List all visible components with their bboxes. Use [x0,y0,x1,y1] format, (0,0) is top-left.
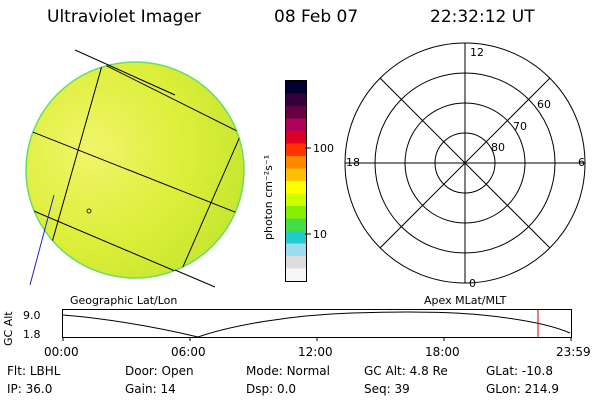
color-scale-bar [285,80,307,282]
colorbar-tick-10: 10 [313,228,327,241]
colorbar-tick-100: 100 [313,142,334,155]
alt-x-tick-1200: 12:00 [298,345,333,359]
geo-caption: Geographic Lat/Lon [70,294,178,307]
mlt-label-12: 12 [470,46,484,59]
info-glon: GLon: 214.9 [486,382,559,396]
info-ip: IP: 36.0 [7,382,53,396]
limb-line [29,194,55,286]
info-seq: Seq: 39 [364,382,410,396]
altitude-plot [62,309,572,341]
alt-x-tick-1800: 18:00 [425,345,460,359]
alt-x-tick-0600: 06:00 [171,345,206,359]
alt-y-label: GC Alt [2,311,15,346]
polar-caption: Apex MLat/MLT [424,294,507,307]
info-filter: Flt: LBHL [7,364,61,378]
colorbar-ticks [305,147,311,235]
colorbar-unit-label: photon cm⁻²s⁻¹ [262,154,275,240]
time-label: 22:32:12 UT [430,7,535,27]
info-dsp: Dsp: 0.0 [246,382,297,396]
instrument-title: Ultraviolet Imager [47,7,201,27]
info-glat: GLat: -10.8 [486,364,553,378]
mlat-label-60: 60 [537,98,551,111]
mlat-label-80: 80 [491,141,505,154]
mlt-label-18: 18 [346,156,360,169]
uv-disk [25,61,245,279]
alt-x-tick-0000: 00:00 [44,345,79,359]
info-door: Door: Open [125,364,194,378]
info-gain: Gain: 14 [125,382,176,396]
polar-plot [344,42,586,284]
alt-y-tick-max: 9.0 [23,309,41,322]
alt-y-tick-min: 1.8 [23,328,41,341]
mlt-label-0: 0 [469,277,476,290]
geographic-image [25,49,245,288]
info-mode: Mode: Normal [246,364,330,378]
mlt-label-6: 6 [578,156,585,169]
date-label: 08 Feb 07 [274,7,359,27]
station-marker [86,208,92,214]
alt-x-tick-2359: 23:59 [556,345,591,359]
info-gc-alt: GC Alt: 4.8 Re [364,364,448,378]
mlat-label-70: 70 [513,120,527,133]
